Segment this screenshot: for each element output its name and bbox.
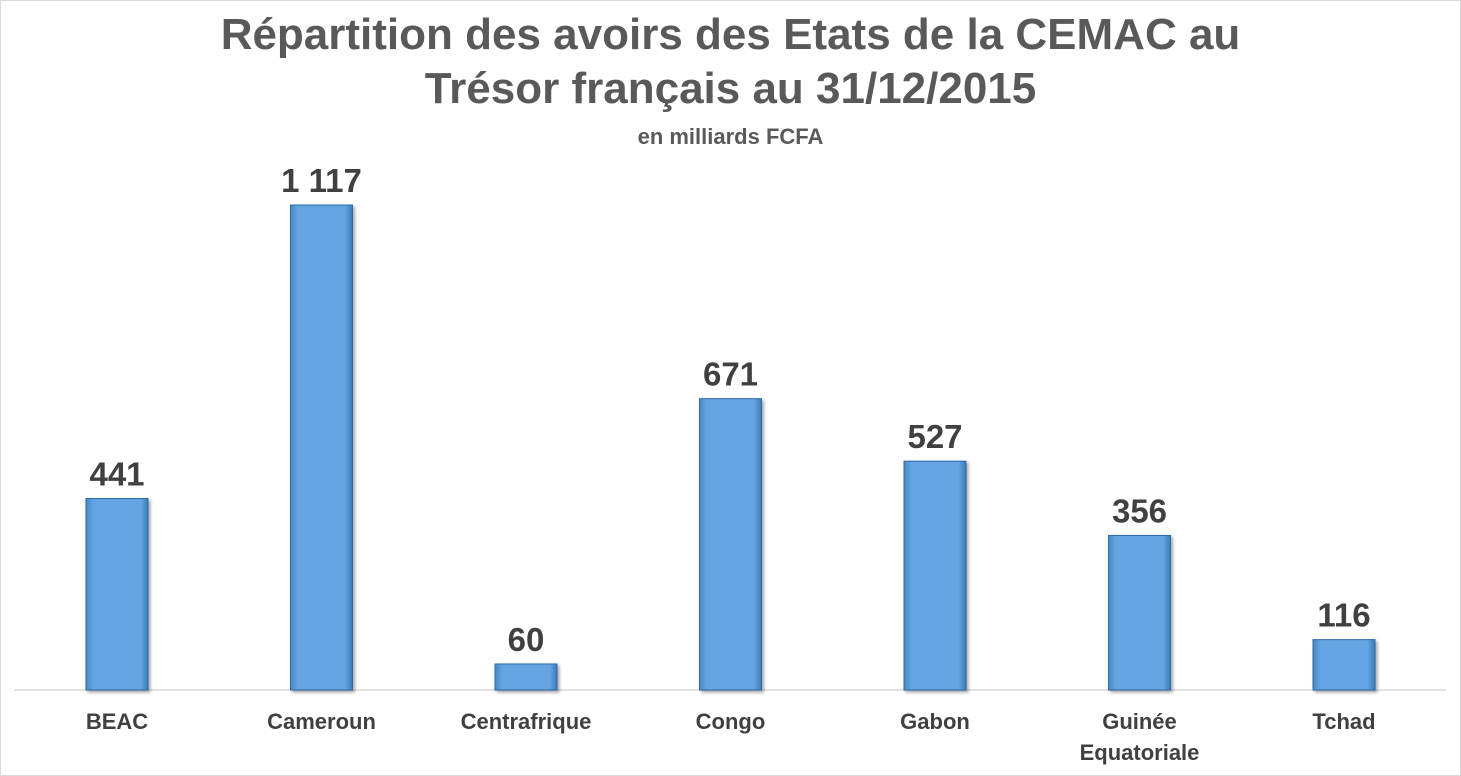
chart-subtitle: en milliards FCFA — [637, 124, 824, 149]
chart-title-line-2: Trésor français au 31/12/2015 — [424, 64, 1037, 113]
value-labels-group: 441 1 117 60 671 527 356 116 — [89, 162, 1370, 658]
category-label-line: Centrafrique — [461, 709, 592, 734]
value-label: 60 — [508, 621, 545, 658]
category-label-line: Equatoriale — [1080, 740, 1200, 765]
category-label: Cameroun — [267, 709, 376, 734]
chart-title-line-1: Répartition des avoirs des Etats de la C… — [220, 10, 1241, 59]
bar-congo — [699, 398, 762, 691]
category-label-line: Tchad — [1312, 709, 1375, 734]
bar-gabon — [903, 460, 967, 691]
category-label-line: Cameroun — [267, 709, 376, 734]
value-label: 1 117 — [281, 162, 362, 199]
chart-title: Répartition des avoirs des Etats de la C… — [0, 8, 1461, 116]
category-label: Gabon — [900, 709, 970, 734]
value-label: 671 — [703, 356, 758, 393]
category-label-line: BEAC — [86, 709, 148, 734]
category-label: Tchad — [1312, 709, 1375, 734]
bar-centrafrique — [494, 663, 558, 691]
category-labels-group: BEAC Cameroun Centrafrique Congo Gabon Guinée… — [86, 709, 1376, 765]
bar-cameroun — [290, 204, 353, 691]
value-label: 441 — [89, 456, 144, 493]
category-label: Congo — [696, 709, 766, 734]
category-label: BEAC — [86, 709, 148, 734]
value-label: 356 — [1112, 492, 1167, 529]
bar-guinée-equatoriale — [1108, 534, 1171, 691]
value-label: 116 — [1317, 597, 1370, 634]
bar-beac — [85, 498, 149, 691]
category-label: Guinée Equatoriale — [1080, 709, 1200, 765]
bars-group — [85, 204, 1376, 691]
value-label: 527 — [907, 418, 962, 455]
category-label-line: Gabon — [900, 709, 970, 734]
category-label-line: Guinée — [1102, 709, 1177, 734]
category-label: Centrafrique — [461, 709, 592, 734]
bar-tchad — [1312, 639, 1376, 691]
category-label-line: Congo — [696, 709, 766, 734]
